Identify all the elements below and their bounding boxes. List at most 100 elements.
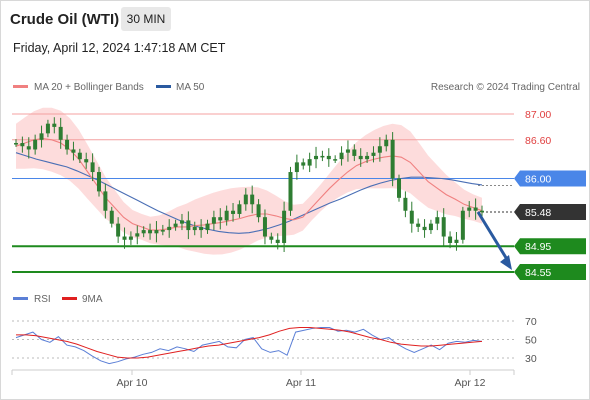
candle-body xyxy=(14,143,18,145)
candle-body xyxy=(65,139,70,150)
candle-body xyxy=(154,230,159,234)
candle-body xyxy=(179,220,184,224)
candle-body xyxy=(160,230,165,232)
candle-body xyxy=(441,217,446,237)
candle-body xyxy=(250,194,255,205)
candle-body xyxy=(237,204,242,214)
candle-body xyxy=(45,123,50,134)
candle-body xyxy=(448,236,453,243)
candle-body xyxy=(84,159,89,163)
level-text-87.00: 87.00 xyxy=(525,109,551,121)
candle-body xyxy=(224,210,229,221)
rsi-pane: 70 50 30 xyxy=(12,316,537,365)
forecast-arrow-shaft xyxy=(476,211,510,262)
ma20-line xyxy=(15,137,483,231)
candle-body xyxy=(454,239,459,243)
ma20-legend: MA 20 + Bollinger Bands xyxy=(34,82,144,93)
price-tag-text-86.00: 86.00 xyxy=(525,173,551,185)
candle-body xyxy=(77,152,82,160)
timeframe-button[interactable]: 30 MIN xyxy=(121,7,171,31)
candle-body xyxy=(269,236,274,240)
forecast-arrow-head xyxy=(500,255,512,270)
ma50-swatch xyxy=(156,85,171,88)
candle-body xyxy=(173,223,178,227)
candle-body xyxy=(116,223,121,237)
candle-body xyxy=(20,143,25,147)
candle-body xyxy=(256,204,261,218)
ma50-legend: MA 50 xyxy=(176,82,205,93)
x-tick-label: Apr 11 xyxy=(286,377,316,389)
candle-body xyxy=(320,155,325,158)
candle-body xyxy=(314,155,319,160)
candle-body xyxy=(358,155,363,160)
candle-body xyxy=(211,217,216,224)
candle-body xyxy=(231,210,236,214)
x-tick-label: Apr 12 xyxy=(455,377,486,389)
candle-body xyxy=(377,146,382,153)
price-tag-text-84.95: 84.95 xyxy=(525,241,551,253)
rsi-legend-label: RSI xyxy=(34,294,51,305)
candle-body xyxy=(397,178,402,198)
candle-body xyxy=(26,146,31,150)
candle-body xyxy=(58,126,63,140)
price-tag-84.55 xyxy=(514,264,586,280)
chart-legend: MA 20 + Bollinger Bands MA 50 Research ©… xyxy=(13,82,580,93)
candle-body xyxy=(345,149,350,153)
candle-body xyxy=(96,172,101,192)
candle-body xyxy=(352,149,357,156)
candle-body xyxy=(52,123,57,127)
ma9-legend-label: 9MA xyxy=(82,294,103,305)
x-tick-label: Apr 10 xyxy=(117,377,148,389)
rsi-swatch xyxy=(13,297,28,300)
candle-body xyxy=(339,152,344,160)
rsi-ma-line xyxy=(16,327,483,359)
bollinger-band xyxy=(16,107,482,255)
candle-body xyxy=(218,217,223,221)
rsi-legend: RSI 9MA xyxy=(13,294,103,305)
candle-body xyxy=(467,207,472,211)
price-tag-text-84.55: 84.55 xyxy=(525,267,551,279)
candle-body xyxy=(480,210,484,213)
candle-body xyxy=(409,210,414,224)
candle-body xyxy=(403,197,408,211)
candle-body xyxy=(243,194,248,205)
candle-body xyxy=(435,217,440,224)
candle-body xyxy=(333,159,338,161)
candle-body xyxy=(192,226,197,231)
candle-body xyxy=(262,217,267,237)
rsi-line xyxy=(15,327,483,365)
price-tag-86.00 xyxy=(514,170,586,187)
rsi-tick-label: 50 xyxy=(525,335,537,347)
candle-body xyxy=(33,139,38,150)
candle-body xyxy=(199,226,204,231)
candle-body xyxy=(39,133,44,140)
candle-body xyxy=(390,139,395,179)
candle-body xyxy=(186,220,191,231)
candle-body xyxy=(384,139,389,147)
candle-body xyxy=(288,172,293,211)
candle-body xyxy=(428,223,433,231)
candle-body xyxy=(422,226,427,231)
candle-body xyxy=(141,230,146,234)
candle-body xyxy=(90,162,95,173)
ma50-line xyxy=(15,152,483,234)
candle-body xyxy=(473,207,478,211)
price-tag-text-85.48: 85.48 xyxy=(525,207,551,219)
candle-body xyxy=(275,239,280,243)
candle-body xyxy=(128,236,133,240)
candle-body xyxy=(365,155,370,160)
level-text-86.60: 86.60 xyxy=(525,135,551,147)
candle-body xyxy=(109,210,114,224)
candle-body xyxy=(301,162,306,166)
candle-body xyxy=(282,210,287,243)
candle-body xyxy=(307,159,312,166)
rsi-tick-label: 30 xyxy=(525,353,537,365)
ma9-swatch xyxy=(62,297,77,300)
candle-body xyxy=(416,223,421,227)
candle-body xyxy=(103,191,108,211)
instrument-title: Crude Oil (WTI) xyxy=(10,11,120,28)
price-tag-84.95 xyxy=(514,238,586,255)
candle-body xyxy=(167,226,172,231)
price-tag-85.48 xyxy=(514,204,586,221)
